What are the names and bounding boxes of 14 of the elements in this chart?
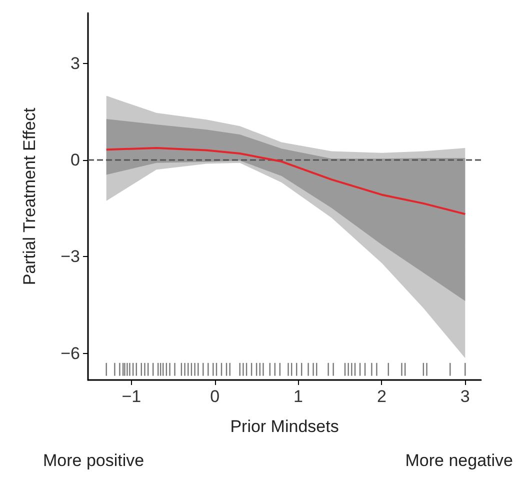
x-tick-label: 1 xyxy=(294,387,303,406)
x-tick-label: −1 xyxy=(122,387,142,406)
text: More negative xyxy=(405,451,514,470)
x-tick-label: 0 xyxy=(210,387,220,406)
y-tick-label: 3 xyxy=(70,54,80,73)
y-tick-label: 0 xyxy=(70,150,80,170)
text: More positive xyxy=(43,451,144,470)
y-axis-title: Partial Treatment Effect xyxy=(20,108,39,286)
line-series xyxy=(105,147,466,216)
x-tick-label: 3 xyxy=(460,387,470,406)
x-tick-label: 2 xyxy=(376,387,386,406)
y-tick-label: −3 xyxy=(60,247,80,266)
y-tick-label: −6 xyxy=(60,344,80,363)
x-axis-title: Prior Mindsets xyxy=(230,417,339,436)
